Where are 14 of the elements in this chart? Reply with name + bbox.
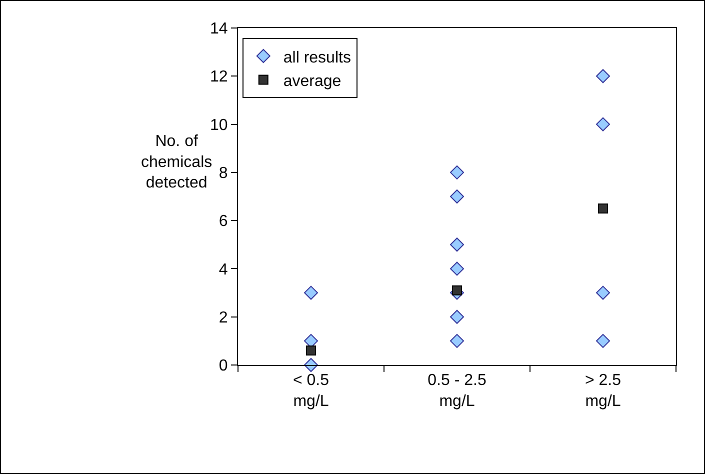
y-tick-label: 12 (210, 68, 228, 86)
y-tick-label: 6 (218, 213, 228, 230)
legend-label: all results (283, 49, 351, 66)
x-tick-label: < 0.5 mg/L (292, 372, 330, 410)
x-tick-label: 0.5 - 2.5 mg/L (428, 372, 486, 410)
x-tick-label: > 2.5 mg/L (584, 372, 622, 410)
y-tick-label: 8 (218, 165, 228, 182)
y-tick-label: 10 (210, 116, 228, 134)
y-tick-label: 2 (218, 309, 228, 326)
y-tick-label: 0 (218, 358, 228, 375)
y-tick-label: 14 (210, 20, 228, 38)
y-tick-label: 4 (218, 261, 228, 278)
y-axis-title: No. of chemicals detected (141, 133, 212, 192)
legend-label: average (283, 73, 342, 90)
